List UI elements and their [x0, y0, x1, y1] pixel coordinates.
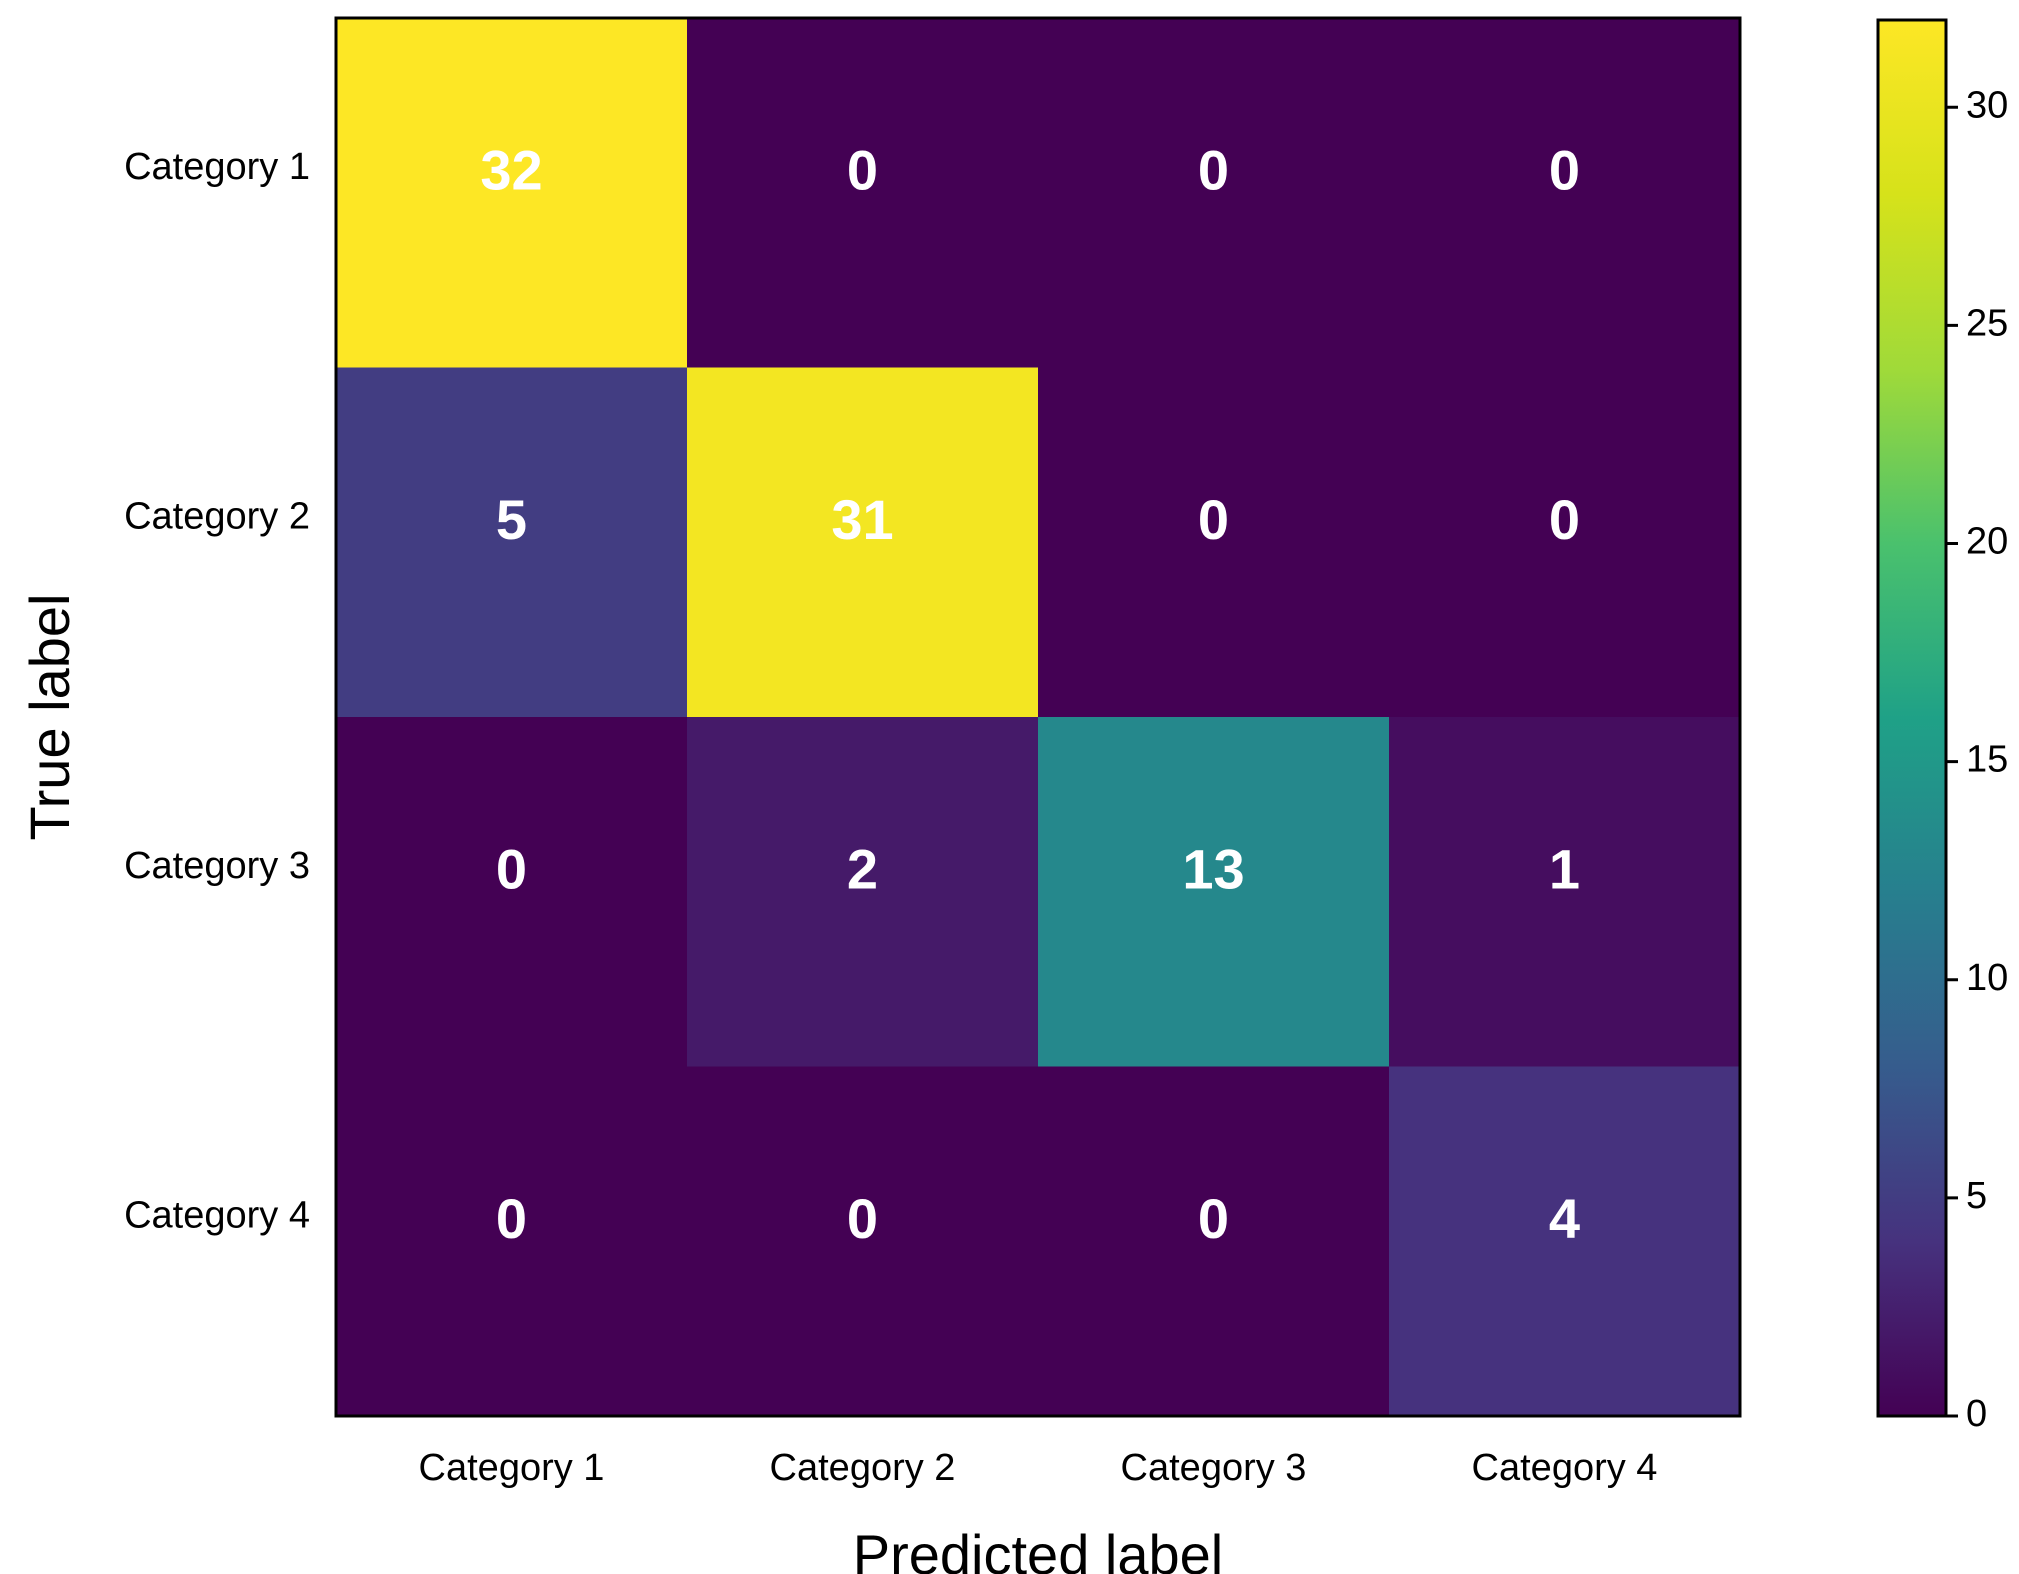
cell-label-r3-c1: 0: [496, 838, 527, 901]
y-tick-label: Category 3: [124, 845, 310, 887]
cell-label-r3-c3: 13: [1182, 838, 1244, 901]
colorbar: 0 5 10 15 20 25 30: [1876, 18, 2008, 1435]
cell-r2-c2: [687, 367, 1039, 718]
cell-label-r1-c3: 0: [1198, 139, 1229, 202]
cell-r4-c3: [1038, 1066, 1390, 1417]
colorbar-ticks: 0 5 10 15 20 25 30: [1946, 84, 2008, 1435]
cell-r1-c3: [1038, 18, 1390, 368]
cell-r1-c1: [336, 18, 688, 368]
plot-frame: [334, 16, 1742, 1418]
colorbar-tick-label: 15: [1966, 739, 2008, 781]
cell-r2-c1: [336, 367, 688, 718]
cell-label-r4-c4: 4: [1549, 1187, 1580, 1250]
x-tick-label: Category 3: [1121, 1447, 1307, 1489]
colorbar-tick-label: 20: [1966, 521, 2008, 563]
colorbar-tick-label: 0: [1966, 1393, 1987, 1435]
cell-r3-c2: [687, 717, 1039, 1067]
colorbar-tick-label: 5: [1966, 1175, 1987, 1217]
cell-label-r3-c2: 2: [847, 838, 878, 901]
y-tick-label: Category 1: [124, 146, 310, 188]
x-tick-label: Category 1: [419, 1447, 605, 1489]
cell-label-r2-c4: 0: [1549, 488, 1580, 551]
cell-r4-c1: [336, 1066, 688, 1417]
cell-r4-c2: [687, 1066, 1039, 1417]
colorbar-tick-label: 10: [1966, 957, 2008, 999]
y-tick-label: Category 4: [124, 1194, 310, 1236]
cell-label-r4-c2: 0: [847, 1187, 878, 1250]
cell-r3-c1: [336, 717, 688, 1067]
cell-label-r2-c2: 31: [831, 488, 893, 551]
colorbar-gradient: [1876, 18, 1948, 1418]
cell-value-labels: 32 0 0 0 5 31 0 0 0 2 13 1 0 0 0 4: [480, 139, 1580, 1251]
y-axis-ticks: Category 1 Category 2 Category 3 Category 4: [124, 146, 310, 1237]
cell-r1-c2: [687, 18, 1039, 368]
cell-label-r2-c3: 0: [1198, 488, 1229, 551]
cell-label-r4-c3: 0: [1198, 1187, 1229, 1250]
cell-label-r1-c4: 0: [1549, 139, 1580, 202]
cell-r2-c3: [1038, 367, 1390, 718]
cell-r3-c3: [1038, 717, 1390, 1067]
cell-label-r2-c1: 5: [496, 488, 527, 551]
cell-r4-c4: [1389, 1066, 1741, 1417]
cell-r1-c4: [1389, 18, 1741, 368]
x-tick-label: Category 4: [1472, 1447, 1658, 1489]
heatmap-cells: [336, 18, 1741, 1417]
cell-label-r1-c2: 0: [847, 139, 878, 202]
x-axis-ticks: Category 1 Category 2 Category 3 Category 4: [419, 1447, 1658, 1489]
cell-label-r3-c4: 1: [1549, 838, 1580, 901]
x-tick-label: Category 2: [770, 1447, 956, 1489]
cell-label-r4-c1: 0: [496, 1187, 527, 1250]
colorbar-tick-label: 30: [1966, 84, 2008, 126]
y-axis-title: True label: [18, 594, 81, 841]
cell-r3-c4: [1389, 717, 1741, 1067]
colorbar-tick-label: 25: [1966, 302, 2008, 344]
x-axis-title: Predicted label: [853, 1523, 1223, 1574]
cell-label-r1-c1: 32: [480, 139, 542, 202]
y-tick-label: Category 2: [124, 495, 310, 537]
cell-r2-c4: [1389, 367, 1741, 718]
